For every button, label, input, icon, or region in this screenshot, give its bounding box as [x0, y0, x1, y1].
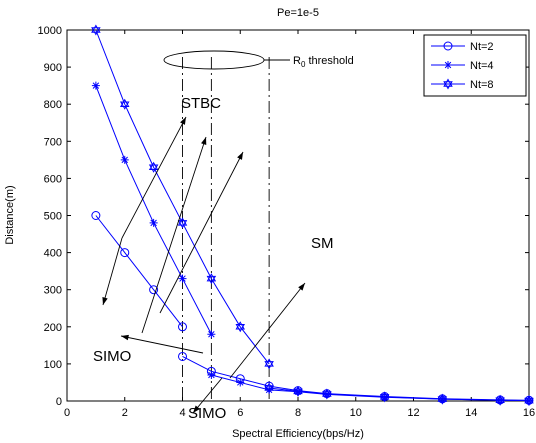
x-tick-label: 16 — [523, 407, 535, 419]
threshold-label: R0 threshold — [293, 55, 354, 69]
arrow-head — [201, 137, 207, 145]
arrow-head — [102, 297, 108, 305]
legend-marker — [444, 61, 452, 69]
data-point — [120, 248, 130, 258]
series-line — [269, 387, 530, 402]
annotation-arrow — [141, 136, 207, 334]
x-tick-label: 4 — [179, 407, 185, 419]
data-point — [322, 388, 332, 400]
annotation-arrow — [229, 282, 306, 379]
data-point — [264, 382, 274, 394]
x-tick-label: 10 — [350, 407, 362, 419]
annotation-arrow — [120, 335, 204, 354]
x-tick-label: 8 — [295, 407, 301, 419]
y-tick-label: 800 — [44, 99, 62, 111]
data-point — [91, 211, 101, 220]
data-point — [437, 393, 448, 405]
data-point — [235, 321, 246, 333]
data-point — [293, 385, 303, 397]
y-tick-label: 0 — [56, 396, 62, 408]
arrow-head — [298, 283, 305, 291]
data-point — [178, 274, 187, 283]
x-tick-label: 14 — [465, 407, 477, 419]
legend-marker — [443, 41, 453, 51]
data-point — [236, 378, 245, 387]
stbc-label: STBC — [181, 95, 221, 112]
data-point — [91, 81, 100, 90]
legend: Nt=2 Nt=4 Nt=8 — [423, 34, 527, 97]
annotation-arrow — [159, 151, 244, 314]
y-tick-label: 200 — [44, 322, 62, 334]
annotation-arrows — [102, 116, 306, 414]
annotation-arrow — [121, 116, 187, 239]
data-point — [206, 273, 217, 285]
data-point — [379, 391, 390, 403]
x-tick-label: 6 — [237, 407, 243, 419]
y-tick-label: 900 — [44, 62, 62, 74]
x-tick-label: 2 — [122, 407, 128, 419]
x-tick-label: 12 — [407, 407, 419, 419]
data-point — [207, 330, 216, 339]
axis-ticks: 0 2 4 6 8 10 12 14 16 0 100 200 300 400 500 600 700 800 90… — [38, 25, 536, 419]
annotation-arrow — [192, 377, 223, 414]
data-point — [207, 371, 216, 380]
annotations: R0 threshold STBC SIMO SIMO SM — [93, 50, 354, 422]
y-tick-label: 700 — [44, 136, 62, 148]
chart-title: Pe=1e-5 — [277, 7, 319, 19]
data-point — [91, 24, 101, 36]
annotation-arrow — [102, 237, 123, 306]
y-tick-label: 400 — [44, 248, 62, 260]
legend-label: Nt=8 — [470, 79, 494, 91]
y-tick-label: 600 — [44, 173, 62, 185]
data-point — [495, 394, 505, 406]
data-point — [149, 218, 158, 227]
y-tick-label: 1000 — [38, 25, 62, 37]
legend-label: Nt=4 — [470, 60, 494, 72]
series-line — [95, 215, 183, 328]
sm-label: SM — [311, 235, 334, 252]
y-tick-label: 100 — [44, 359, 62, 371]
series-group — [91, 24, 534, 407]
y-tick-label: 300 — [44, 285, 62, 297]
arrow-head — [193, 405, 200, 413]
data-point — [149, 285, 159, 295]
series-nt-8 — [91, 24, 534, 407]
legend-label: Nt=2 — [470, 41, 494, 53]
legend-marker — [443, 78, 453, 90]
data-point — [148, 161, 159, 173]
data-point — [178, 351, 187, 361]
series-line — [95, 29, 270, 365]
arrow-head — [180, 117, 186, 125]
threshold-lines — [182, 57, 270, 401]
arrow-head — [121, 334, 129, 341]
x-axis-label: Spectral Efficiency(bps/Hz) — [232, 428, 364, 440]
data-point — [177, 217, 188, 229]
data-point — [524, 395, 534, 407]
data-point — [119, 98, 130, 110]
y-axis-label: Distance(m) — [4, 185, 16, 244]
arrow-head — [237, 152, 243, 160]
data-point — [264, 358, 274, 370]
y-tick-label: 500 — [44, 211, 62, 223]
simo-left-label: SIMO — [93, 348, 131, 365]
simo-bottom-label: SIMO — [188, 405, 226, 422]
data-point — [178, 322, 187, 332]
x-tick-label: 0 — [64, 407, 70, 419]
data-point — [120, 155, 129, 164]
